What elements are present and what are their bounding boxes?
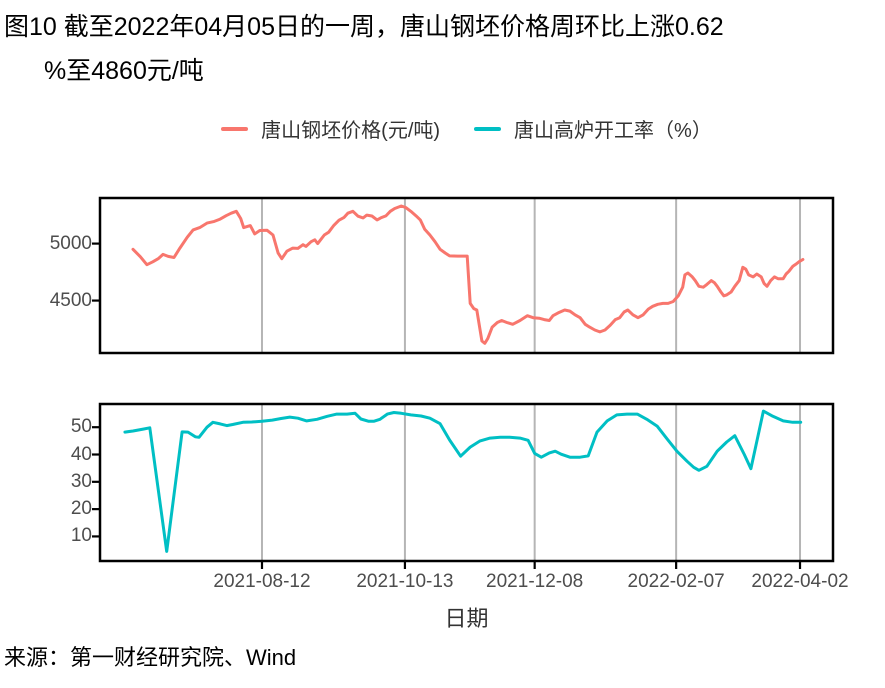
source-note: 来源：第一财经研究院、Wind bbox=[4, 645, 297, 670]
y-tick-label: 30 bbox=[70, 470, 92, 492]
price-series-line bbox=[131, 204, 805, 345]
x-axis-title: 日期 bbox=[444, 606, 489, 631]
legend-label-price: 唐山钢坯价格(元/吨) bbox=[261, 120, 441, 142]
title-line-1: 图10 截至2022年04月05日的一周，唐山钢坯价格周环比上涨0.62 bbox=[4, 13, 724, 41]
panel-border bbox=[98, 402, 835, 563]
legend-item-rate: 唐山高炉开工率（%） bbox=[474, 114, 712, 143]
price-legend-key-icon bbox=[221, 126, 249, 131]
panel-border bbox=[98, 196, 835, 355]
legend-label-rate: 唐山高炉开工率（%） bbox=[514, 120, 712, 142]
x-tick-label: 2021-08-12 bbox=[213, 571, 311, 592]
legend: 唐山钢坯价格(元/吨) 唐山高炉开工率（%） bbox=[100, 114, 833, 143]
y-tick-label: 20 bbox=[70, 498, 92, 520]
y-tick-label: 50 bbox=[70, 416, 92, 438]
y-tick-label: 10 bbox=[70, 525, 92, 547]
y-tick-label: 4500 bbox=[49, 289, 92, 311]
x-tick-label: 2022-02-07 bbox=[627, 571, 725, 592]
page-title: 图10 截至2022年04月05日的一周，唐山钢坯价格周环比上涨0.62 %至4… bbox=[4, 5, 724, 93]
legend-item-price: 唐山钢坯价格(元/吨) bbox=[221, 114, 440, 143]
x-tick-label: 2022-04-02 bbox=[751, 571, 849, 592]
y-tick-label: 5000 bbox=[49, 232, 92, 254]
title-line-2: %至4860元/吨 bbox=[44, 57, 204, 85]
price-line-chart bbox=[92, 196, 835, 355]
x-tick-label: 2021-12-08 bbox=[486, 571, 584, 592]
x-tick-label: 2021-10-13 bbox=[356, 571, 454, 592]
operating-rate-line-chart bbox=[92, 402, 835, 569]
operating-rate-series-line bbox=[123, 409, 803, 553]
y-tick-label: 40 bbox=[70, 443, 92, 465]
rate-legend-key-icon bbox=[474, 126, 502, 131]
